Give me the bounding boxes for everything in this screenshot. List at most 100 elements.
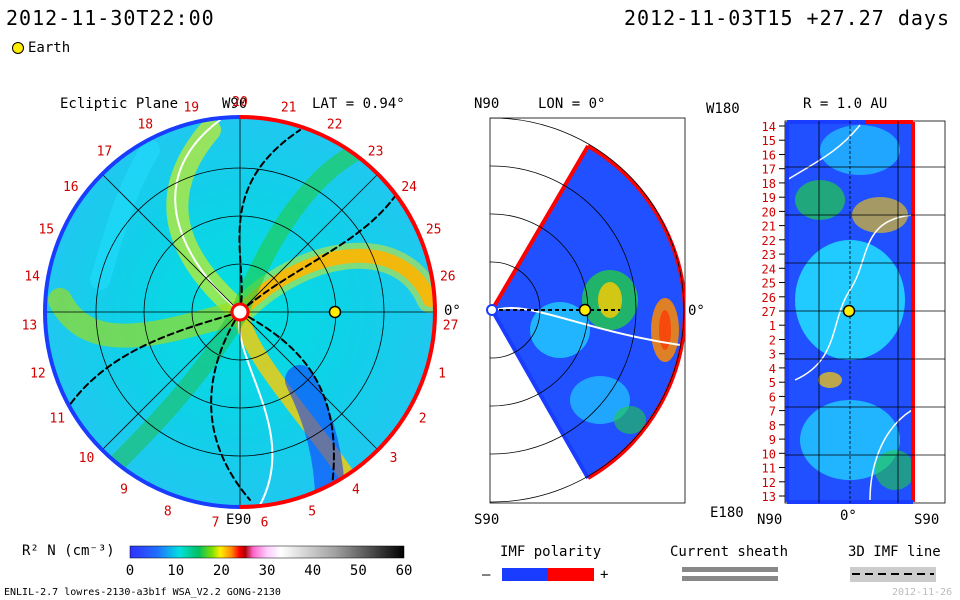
imf-line-title: 3D IMF line <box>848 544 941 560</box>
synoptic-row-label: 7 <box>769 405 776 419</box>
synoptic-row-labels: 1415161718192021222324252627123456789101… <box>762 120 785 504</box>
earth-legend: Earth <box>12 40 70 56</box>
earth-legend-label: Earth <box>28 40 71 56</box>
synoptic-row-label: 20 <box>762 205 776 219</box>
colorbar-tick-label: 40 <box>304 563 322 579</box>
ecliptic-number-label: 22 <box>327 117 343 132</box>
ecliptic-number-label: 9 <box>120 482 128 497</box>
colorbar-tick-label: 50 <box>349 563 367 579</box>
synoptic-radius: R = 1.0 AU <box>803 96 888 112</box>
ecliptic-number-label: 27 <box>443 318 459 333</box>
imf-polarity-title: IMF polarity <box>500 544 602 560</box>
ecliptic-number-label: 5 <box>308 504 316 519</box>
synoptic-row-label: 21 <box>762 220 776 234</box>
ecliptic-number-label: 3 <box>390 451 398 466</box>
synoptic-row-label: 8 <box>769 419 776 433</box>
ecliptic-number-label: 24 <box>401 180 417 195</box>
ecliptic-title: Ecliptic Plane <box>60 96 179 112</box>
ecliptic-number-label: 26 <box>440 269 456 284</box>
meridional-plot <box>486 117 686 504</box>
synoptic-w180: W180 <box>706 101 740 117</box>
ecliptic-number-label: 19 <box>183 101 199 116</box>
ecliptic-number-label: 6 <box>261 516 269 531</box>
synoptic-zero: 0° <box>840 508 857 524</box>
meridional-lon: LON = 0° <box>538 96 606 112</box>
ecliptic-number-label: 18 <box>137 117 153 132</box>
imf-plus: + <box>600 567 609 583</box>
colorbar-tick-label: 10 <box>167 563 185 579</box>
earth-icon <box>328 305 342 319</box>
synoptic-row-label: 15 <box>762 134 776 148</box>
ecliptic-number-label: 14 <box>24 269 40 284</box>
density-colorbar <box>129 545 405 559</box>
earth-meridional-icon <box>578 303 592 317</box>
start-time-offset: 2012-11-03T15 +27.27 days <box>623 6 950 30</box>
colorbar-tick-label: 30 <box>258 563 276 579</box>
imf-line-swatch <box>850 567 936 582</box>
ecliptic-number-label: 11 <box>49 412 65 427</box>
imf-minus: – <box>482 567 491 583</box>
ecliptic-e90: E90 <box>226 512 252 528</box>
ecliptic-number-label: 2 <box>419 412 427 427</box>
synoptic-row-label: 23 <box>762 248 776 262</box>
synoptic-row-label: 2 <box>769 334 776 348</box>
ecliptic-number-label: 21 <box>281 101 297 116</box>
ecliptic-number-label: 8 <box>164 504 172 519</box>
ecliptic-number-label: 12 <box>30 367 46 382</box>
synoptic-row-label: 12 <box>762 476 776 490</box>
synoptic-row-label: 3 <box>769 348 776 362</box>
meridional-n90: N90 <box>474 96 500 112</box>
earth-marker-icon <box>12 42 24 54</box>
current-sheath-title: Current sheath <box>670 544 789 560</box>
synoptic-row-label: 9 <box>769 433 776 447</box>
synoptic-row-label: 10 <box>762 447 776 461</box>
model-time: 2012-11-30T22:00 <box>6 6 215 30</box>
ecliptic-w90: W90 <box>222 96 248 112</box>
earth-synoptic-icon <box>842 304 856 318</box>
synoptic-row-label: 17 <box>762 163 776 177</box>
ecliptic-number-label: 16 <box>63 180 79 195</box>
ecliptic-number-label: 10 <box>79 451 95 466</box>
ecliptic-number-label: 20 <box>232 95 248 110</box>
synoptic-row-label: 4 <box>769 362 776 376</box>
colorbar-ticks: 0 10 20 30 40 50 60 <box>0 563 960 581</box>
ecliptic-zero: 0° <box>444 303 461 319</box>
meridional-zero: 0° <box>688 303 705 319</box>
colorbar-tick-label: 0 <box>125 563 135 579</box>
synoptic-row-label: 22 <box>762 234 776 248</box>
colorbar-tick-label: 60 <box>395 563 413 579</box>
synoptic-plot <box>784 120 946 504</box>
footer-model-info: ENLIL-2.7 lowres-2130-a3b1f WSA_V2.2 GON… <box>4 587 281 598</box>
meridional-s90: S90 <box>474 512 500 528</box>
synoptic-row-label: 5 <box>769 376 776 390</box>
ecliptic-number-label: 13 <box>22 318 38 333</box>
synoptic-e180: E180 <box>710 505 744 521</box>
synoptic-row-label: 1 <box>769 319 776 333</box>
synoptic-row-label: 26 <box>762 291 776 305</box>
current-sheath-swatch <box>682 567 778 581</box>
synoptic-row-label: 13 <box>762 490 776 504</box>
ecliptic-lat: LAT = 0.94° <box>312 96 405 112</box>
ecliptic-number-label: 15 <box>38 222 54 237</box>
synoptic-row-label: 25 <box>762 277 776 291</box>
ecliptic-number-label: 17 <box>97 144 113 159</box>
colorbar-label: R² N (cm⁻³) <box>22 543 115 559</box>
synoptic-row-label: 19 <box>762 191 776 205</box>
ecliptic-disk <box>43 115 437 509</box>
ecliptic-number-label: 7 <box>212 516 220 531</box>
synoptic-row-label: 16 <box>762 149 776 163</box>
ecliptic-number-label: 1 <box>438 367 446 382</box>
colorbar-tick-label: 20 <box>212 563 230 579</box>
synoptic-row-label: 6 <box>769 390 776 404</box>
synoptic-n90: N90 <box>757 512 783 528</box>
sun-icon <box>230 302 250 322</box>
synoptic-row-label: 14 <box>762 120 776 134</box>
ecliptic-number-label: 23 <box>368 144 384 159</box>
synoptic-row-label: 27 <box>762 305 776 319</box>
ecliptic-number-label: 25 <box>426 222 442 237</box>
imf-negative-swatch <box>502 568 548 581</box>
synoptic-row-label: 18 <box>762 177 776 191</box>
synoptic-s90: S90 <box>914 512 940 528</box>
ecliptic-number-label: 4 <box>352 482 360 497</box>
